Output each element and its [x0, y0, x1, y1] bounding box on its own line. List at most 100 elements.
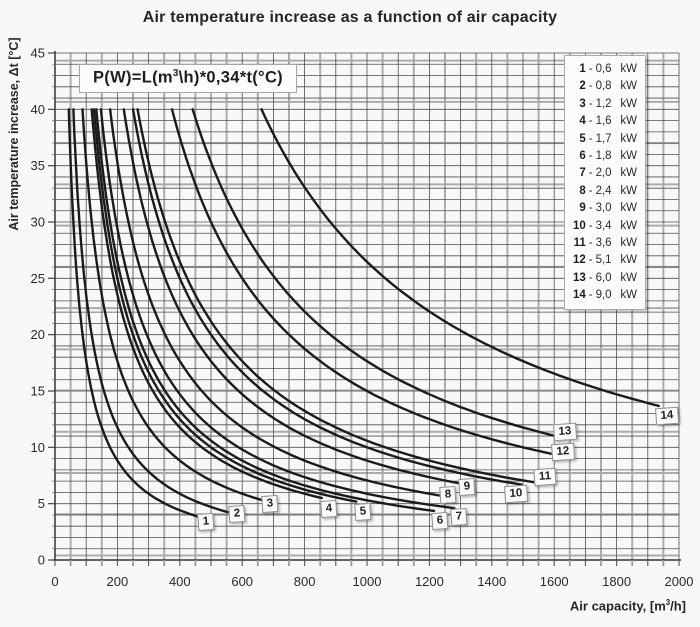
- legend-item: 8-2,4 kW: [571, 183, 637, 200]
- legend-item: 3-1,2 kW: [571, 96, 637, 113]
- legend-item: 5-1,7 kW: [571, 131, 637, 148]
- x-tick-label: 1600: [540, 574, 569, 589]
- legend-item-unit: kW: [620, 271, 637, 284]
- legend-item: 12-5,1 kW: [571, 252, 637, 269]
- legend: 1-0,6 kW 2-0,8 kW 3-1,2 kW 4-1,6 kW 5-1,7 kW 6-1,8…: [564, 55, 646, 310]
- curve-3: [81, 108, 267, 503]
- curve-1: [67, 108, 200, 518]
- x-tick-label: 2000: [665, 574, 694, 589]
- legend-item-number: 11: [573, 237, 586, 250]
- y-tick-label: 35: [31, 158, 45, 173]
- legend-item-value: 0,8: [595, 80, 612, 93]
- legend-item-separator: -: [588, 97, 593, 110]
- x-axis-title-text: Air capacity, [m: [569, 598, 666, 614]
- x-axis-title-tail: /h]: [670, 598, 686, 614]
- y-tick-label: 15: [31, 384, 45, 399]
- curve-label-12: 12: [550, 442, 575, 462]
- curve-10: [131, 108, 523, 486]
- curve-label-11: 11: [533, 467, 557, 486]
- curve-2: [72, 108, 231, 514]
- x-tick-label: 400: [169, 574, 191, 589]
- legend-item-unit: kW: [620, 289, 637, 302]
- legend-item-separator: -: [588, 150, 593, 163]
- legend-item-unit: kW: [620, 63, 637, 75]
- formula-text: P(W)=L(m: [93, 68, 173, 87]
- x-tick-label: 1200: [415, 574, 444, 589]
- legend-item-unit: kW: [620, 202, 637, 215]
- legend-item-value: 6,0: [595, 271, 612, 284]
- legend-item-separator: -: [588, 254, 593, 267]
- formula-box: P(W)=L(m3\h)*0,34*t(°C): [79, 64, 297, 93]
- curve-label-2: 2: [228, 504, 246, 523]
- curve-label-5: 5: [354, 502, 372, 521]
- legend-item-value: 9,0: [595, 289, 612, 302]
- y-tick-label: 0: [38, 553, 45, 568]
- legend-item-value: 3,6: [595, 237, 612, 250]
- chart-title: Air temperature increase as a function o…: [142, 9, 558, 26]
- legend-item-separator: -: [588, 184, 593, 197]
- legend-item-number: 1: [579, 63, 586, 75]
- y-tick-label: 40: [31, 102, 45, 117]
- legend-item-number: 9: [579, 202, 586, 215]
- legend-item-unit: kW: [620, 132, 637, 145]
- legend-item-number: 6: [579, 150, 586, 163]
- legend-item-number: 7: [579, 167, 586, 180]
- legend-item: 13-6,0 kW: [571, 270, 637, 287]
- legend-item-unit: kW: [620, 184, 637, 197]
- legend-item-separator: -: [588, 219, 593, 232]
- legend-item-number: 3: [579, 97, 586, 110]
- curve-label-14: 14: [654, 406, 679, 426]
- x-tick-label: 200: [107, 574, 129, 589]
- curve-9: [122, 108, 464, 485]
- y-tick-label: 25: [31, 271, 45, 286]
- legend-item: 9-3,0 kW: [571, 200, 637, 217]
- legend-item-unit: kW: [620, 97, 637, 110]
- legend-item-value: 1,7: [595, 132, 612, 145]
- legend-item: 2-0,8 kW: [571, 78, 637, 95]
- legend-item-separator: -: [588, 132, 593, 145]
- legend-item-separator: -: [588, 80, 593, 93]
- curve-6: [95, 108, 436, 513]
- legend-item-separator: -: [588, 237, 593, 250]
- legend-item-unit: kW: [620, 167, 637, 180]
- y-tick-label: 10: [31, 440, 45, 455]
- legend-item-unit: kW: [620, 150, 637, 163]
- x-tick-label: 1800: [602, 574, 631, 589]
- curve-label-6: 6: [431, 511, 449, 530]
- legend-item-number: 8: [579, 184, 586, 197]
- x-tick-label: 1400: [477, 574, 506, 589]
- curve-7: [99, 108, 456, 510]
- curve-4: [90, 108, 323, 500]
- curve-14: [260, 108, 660, 408]
- curve-13: [191, 108, 561, 439]
- curve-label-10: 10: [504, 484, 529, 503]
- legend-item: 4-1,6 kW: [571, 113, 637, 130]
- legend-item: 6-1,8 kW: [571, 148, 637, 165]
- legend-item-number: 5: [579, 132, 586, 145]
- legend-item-unit: kW: [620, 219, 637, 232]
- legend-item-number: 2: [579, 80, 586, 93]
- curve-12: [170, 108, 556, 456]
- legend-item-value: 0,6: [595, 63, 612, 75]
- curve-label-8: 8: [439, 485, 457, 504]
- legend-item-value: 1,2: [595, 97, 612, 110]
- legend-item: 1-0,6 kW: [571, 61, 637, 78]
- curve-label-1: 1: [197, 512, 216, 531]
- legend-item: 10-3,4 kW: [571, 218, 637, 235]
- curve-label-3: 3: [261, 494, 280, 513]
- legend-item: 7-2,0 kW: [571, 165, 637, 182]
- x-tick-label: 800: [294, 574, 316, 589]
- legend-item-separator: -: [588, 63, 593, 75]
- legend-item-separator: -: [588, 115, 593, 128]
- legend-item-value: 2,0: [595, 167, 612, 180]
- y-tick-label: 30: [31, 215, 45, 230]
- curve-label-13: 13: [553, 422, 578, 441]
- legend-item-separator: -: [588, 289, 593, 302]
- legend-item-separator: -: [588, 271, 593, 284]
- formula-text-tail: \h)*0,34*t(°C): [178, 68, 283, 87]
- curve-8: [108, 108, 444, 498]
- curve-label-4: 4: [320, 500, 338, 519]
- legend-item-value: 2,4: [595, 184, 612, 197]
